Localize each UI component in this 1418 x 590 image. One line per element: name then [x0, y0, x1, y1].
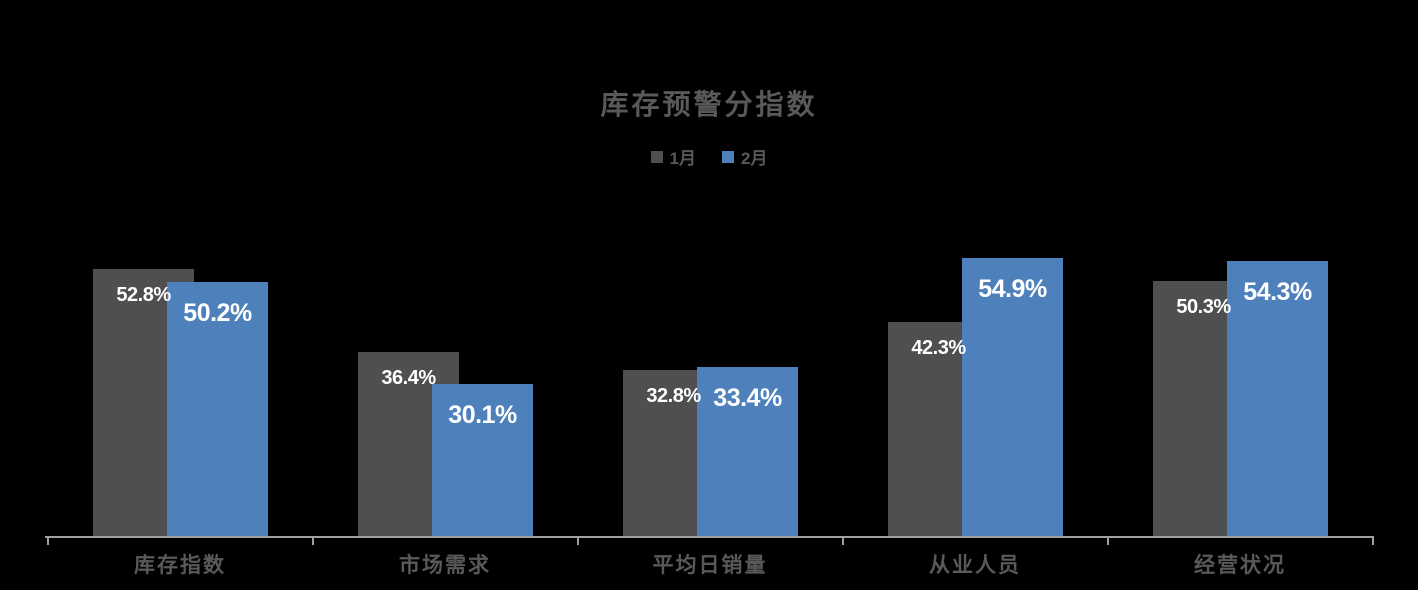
x-axis-tick — [842, 536, 844, 545]
bar-2月-经营状况 — [1227, 261, 1328, 536]
bar-value-label: 30.1% — [448, 401, 517, 429]
bar-value-label: 50.3% — [1176, 296, 1231, 318]
x-axis-category-label: 库存指数 — [134, 554, 226, 577]
x-axis-line — [45, 536, 1374, 538]
bar-2月-平均日销量 — [697, 367, 798, 536]
bar-value-label: 50.2% — [183, 299, 252, 327]
bar-value-label: 36.4% — [381, 367, 436, 389]
legend-item-1月: 1月 — [650, 144, 696, 169]
legend-label: 2月 — [741, 149, 768, 168]
x-axis-tick — [1372, 536, 1374, 545]
bar-2月-市场需求 — [432, 384, 533, 536]
legend-marker-icon — [650, 150, 663, 163]
bar-value-label: 42.3% — [911, 337, 966, 359]
x-axis-tick — [312, 536, 314, 545]
legend: 1月 2月 — [0, 144, 1418, 169]
bar-value-label: 52.8% — [116, 284, 171, 306]
bar-value-label: 32.8% — [646, 385, 701, 407]
x-axis-tick — [577, 536, 579, 545]
legend-marker-icon — [722, 150, 734, 163]
x-axis-tick — [47, 536, 49, 545]
bar-2月-从业人员 — [962, 258, 1063, 536]
x-axis-category-label: 从业人员 — [929, 554, 1021, 577]
bar-value-label: 33.4% — [713, 384, 782, 412]
legend-item-2月: 2月 — [722, 144, 767, 169]
legend-label: 1月 — [669, 149, 696, 168]
bar-value-label: 54.9% — [978, 275, 1047, 303]
x-axis-category-label: 平均日销量 — [652, 554, 768, 577]
x-axis-category-label: 市场需求 — [399, 554, 491, 577]
chart-title: 库存预警分指数 — [600, 89, 818, 120]
x-axis-category-label: 经营状况 — [1194, 554, 1286, 577]
bar-value-label: 54.3% — [1243, 278, 1312, 306]
bar-2月-库存指数 — [167, 282, 268, 536]
x-axis-tick — [1107, 536, 1109, 545]
